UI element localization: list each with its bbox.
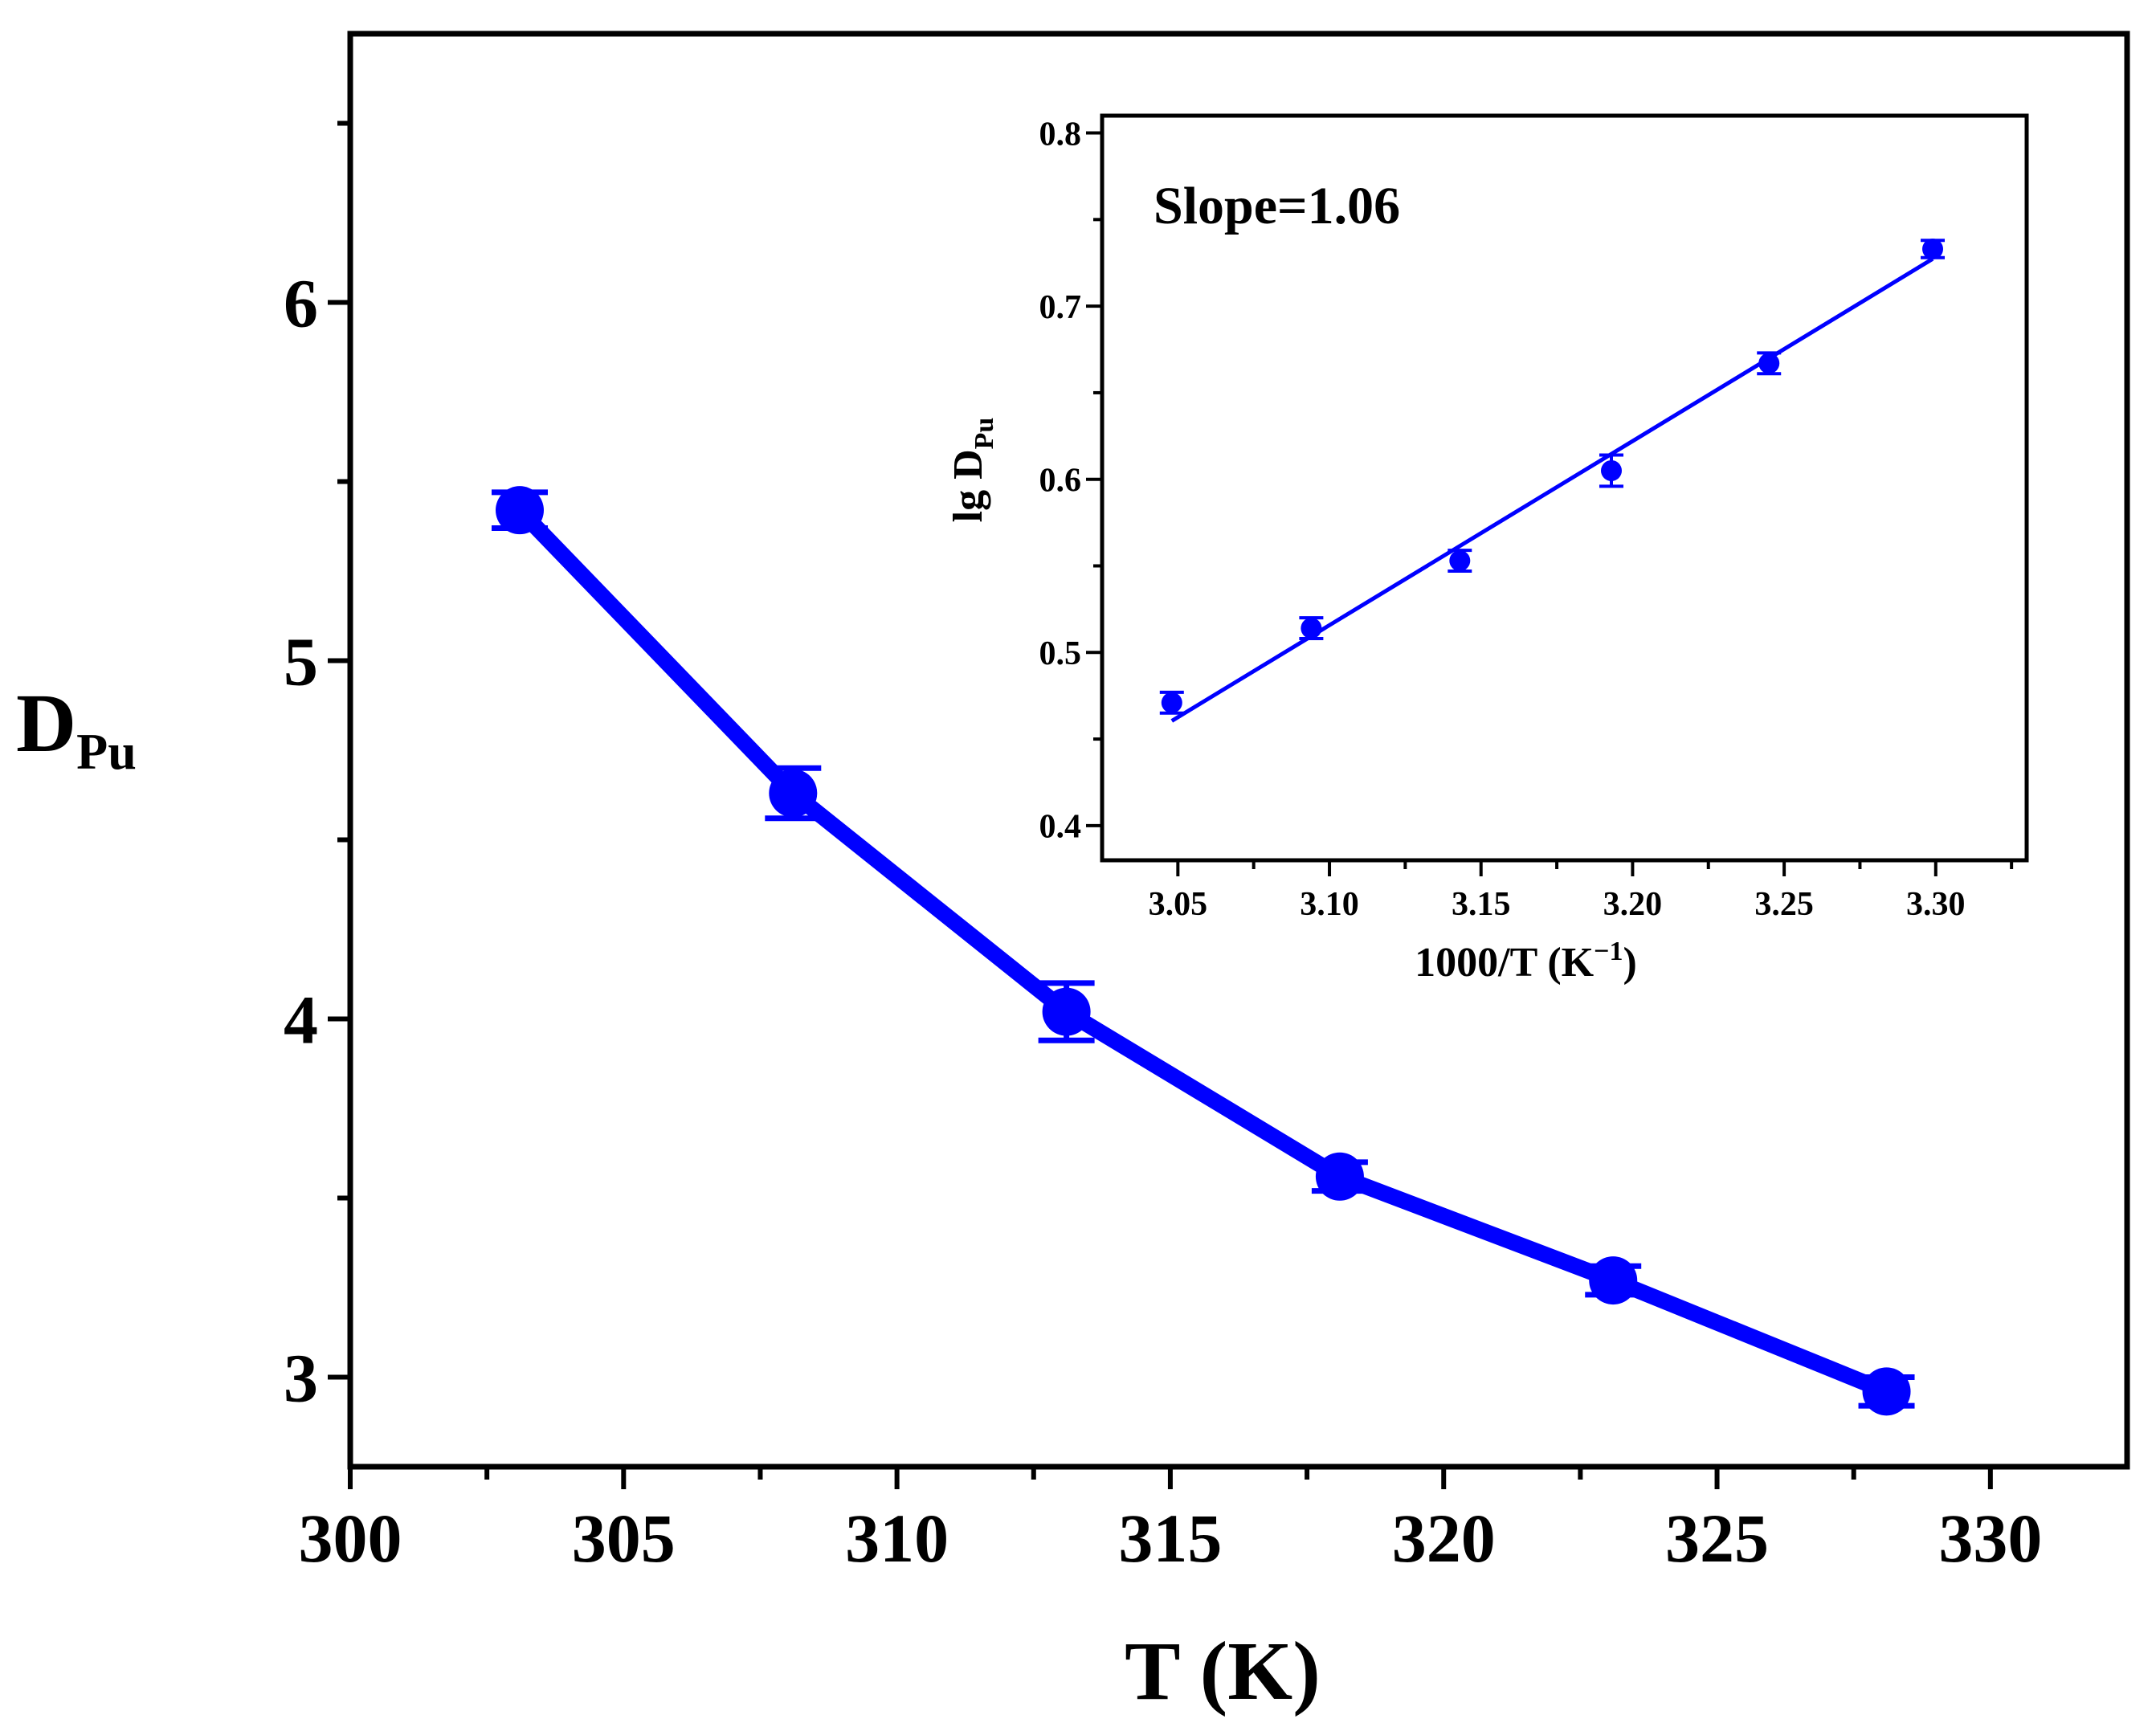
inset-panel: 3.05 3.10 3.15 3.20 3.25 3.30 0.4 0.5 0.6 0.7 0.8 S… <box>945 113 2029 986</box>
main-y-tick-label: 3 <box>284 1340 318 1417</box>
main-x-tick-label: 300 <box>299 1500 402 1577</box>
inset-y-tick-label: 0.4 <box>1039 809 1082 846</box>
inset-y-axis-title-sub: Pu <box>970 418 999 450</box>
inset-data-point <box>1758 353 1780 374</box>
inset-plot-frame <box>1100 113 2029 863</box>
main-x-axis-title: T (K) <box>1125 1625 1321 1717</box>
inset-y-tick-label: 0.8 <box>1039 116 1082 153</box>
inset-x-axis-title-main: 1000/T (K <box>1415 940 1595 986</box>
main-data-point <box>1589 1256 1638 1305</box>
main-y-axis-title-main: D <box>16 677 76 770</box>
inset-data-point <box>1600 459 1622 481</box>
inset-x-axis-title: 1000/T (K−1) <box>1415 937 1637 986</box>
inset-data-point <box>1161 692 1182 713</box>
inset-y-axis-title: lg DPu <box>945 418 999 523</box>
main-y-tick-label: 4 <box>284 982 318 1059</box>
inset-data-point <box>1301 618 1322 639</box>
inset-x-axis-title-sup: −1 <box>1594 937 1623 966</box>
inset-annotation-slope: Slope=1.06 <box>1154 177 1400 235</box>
main-data-point <box>1042 987 1091 1036</box>
main-data-point <box>769 769 818 818</box>
inset-y-tick-label: 0.6 <box>1039 462 1082 499</box>
main-x-tick-label: 330 <box>1938 1500 2042 1577</box>
inset-y-tick-label: 0.5 <box>1039 635 1082 672</box>
inset-x-tick-label: 3.30 <box>1906 886 1966 923</box>
inset-x-tick-label: 3.10 <box>1300 886 1359 923</box>
main-x-tick-label: 320 <box>1392 1500 1496 1577</box>
main-y-axis-title: DPu <box>16 677 137 780</box>
main-x-tick-label: 325 <box>1665 1500 1769 1577</box>
inset-x-tick-label: 3.05 <box>1149 886 1208 923</box>
inset-x-tick-label: 3.25 <box>1754 886 1814 923</box>
inset-x-tick-label: 3.15 <box>1452 886 1511 923</box>
inset-x-tick-label: 3.20 <box>1603 886 1663 923</box>
main-data-point <box>495 486 544 535</box>
main-plot-frame <box>347 31 2130 1470</box>
main-x-tick-label: 315 <box>1118 1500 1222 1577</box>
main-data-point <box>1862 1367 1911 1416</box>
inset-data-point <box>1449 550 1471 572</box>
inset-y-axis-title-main: lg D <box>945 449 991 522</box>
inset-data-point <box>1922 238 1944 259</box>
main-series-line <box>513 504 1890 1399</box>
main-data-point <box>1315 1152 1364 1201</box>
inset-y-tick-label: 0.7 <box>1039 289 1082 326</box>
main-y-tick-label: 6 <box>284 265 318 342</box>
inset-fit-line <box>1170 257 1934 723</box>
main-x-tick-label: 305 <box>572 1500 676 1577</box>
inset-x-axis-title-close: ) <box>1623 940 1637 986</box>
main-y-axis-title-sub: Pu <box>76 723 137 780</box>
main-x-tick-label: 310 <box>845 1500 949 1577</box>
main-y-tick-label: 5 <box>284 623 318 700</box>
